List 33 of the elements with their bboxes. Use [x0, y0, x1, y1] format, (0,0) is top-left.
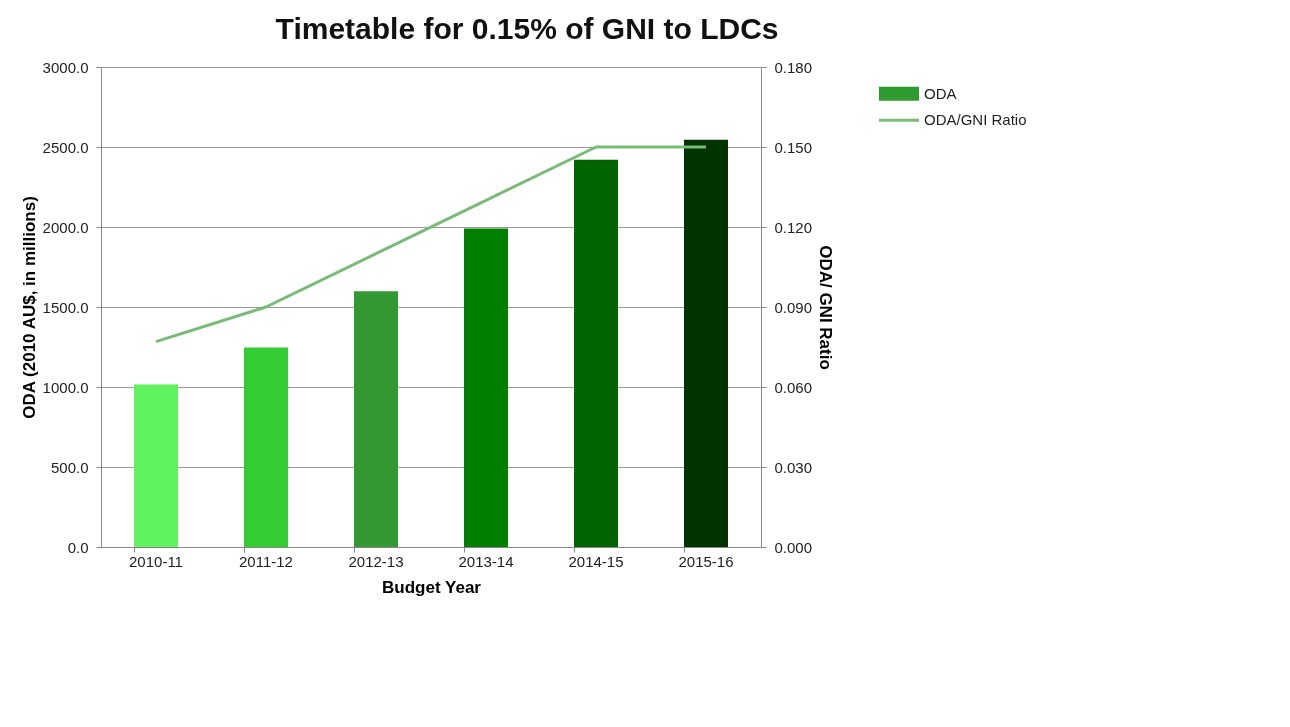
- legend-label: ODA: [924, 84, 957, 102]
- y-tick-label: 2500.0: [42, 138, 89, 156]
- bar: [574, 159, 618, 547]
- x-tick-label: 2013-14: [458, 552, 514, 570]
- y2-axis-title: ODA/ GNI Ratio: [816, 245, 836, 370]
- y-tick-label: 1000.0: [42, 378, 89, 396]
- y2-tick-label: 0.030: [774, 458, 813, 476]
- y2-tick-label: 0.150: [774, 138, 813, 156]
- y-tick-label: 1500.0: [42, 298, 89, 316]
- bar: [244, 347, 288, 547]
- x-axis-title: Budget Year: [382, 577, 482, 597]
- y2-tick-label: 0.180: [774, 58, 813, 76]
- y-tick-label: 2000.0: [42, 218, 89, 236]
- y-tick-label: 3000.0: [42, 58, 89, 76]
- y2-tick-label: 0.000: [774, 538, 813, 556]
- y2-tick-label: 0.060: [774, 378, 813, 396]
- chart-title: Timetable for 0.15% of GNI to LDCs: [275, 12, 779, 45]
- bar: [464, 228, 508, 547]
- y2-tick-label: 0.090: [774, 298, 813, 316]
- x-tick-label: 2010-11: [129, 552, 183, 570]
- line-series: [154, 145, 708, 344]
- bar: [684, 139, 728, 547]
- y-tick-label: 0.0: [67, 538, 89, 556]
- x-tick-label: 2012-13: [348, 552, 404, 570]
- y-axis-title: ODA (2010 AU$, in millions): [19, 196, 39, 419]
- bar: [134, 384, 178, 547]
- y2-tick-label: 0.120: [774, 218, 813, 236]
- y-tick-label: 500.0: [50, 458, 89, 476]
- x-tick-label: 2015-16: [678, 552, 734, 570]
- x-tick-label: 2011-12: [239, 552, 293, 570]
- bar: [354, 291, 398, 547]
- x-tick-label: 2014-15: [568, 552, 624, 570]
- legend-label: ODA/GNI Ratio: [924, 111, 1027, 129]
